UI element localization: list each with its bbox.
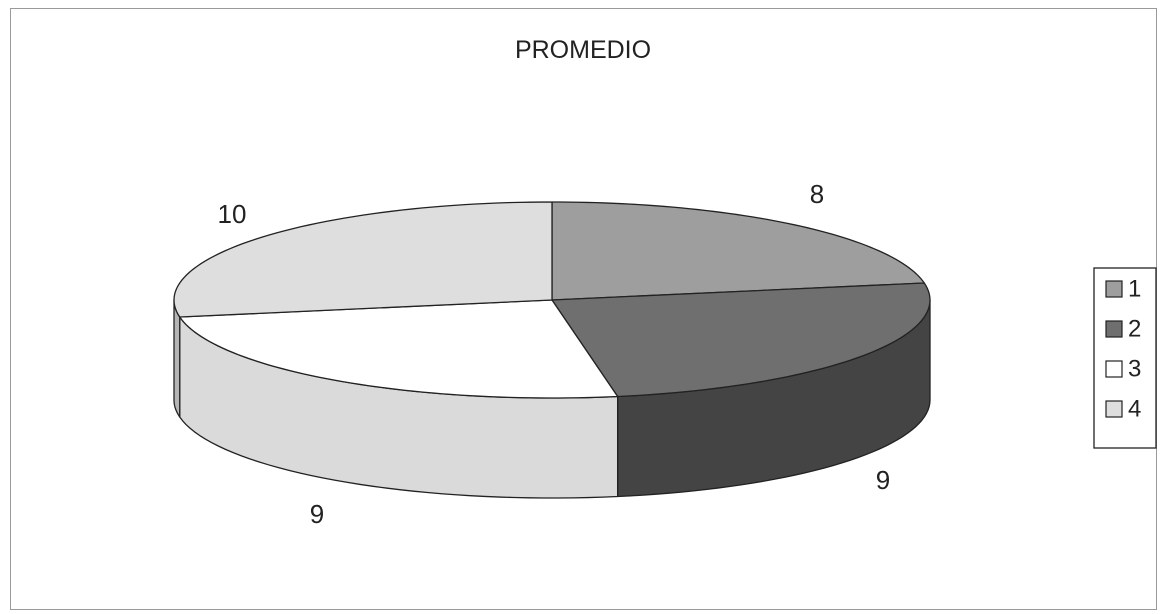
pie-slice-3 [179,299,619,399]
legend-label-2: 2 [1128,315,1141,342]
data-label-4: 10 [218,199,247,229]
chart-title: PROMEDIO [515,36,651,64]
legend-box [1093,267,1157,449]
legend-label-1: 1 [1128,275,1141,302]
pie-slice-1 [551,201,925,301]
data-label-1: 8 [810,179,824,209]
pie-slice-2 [551,282,931,398]
legend: 1 2 3 4 [1093,267,1157,449]
pie-tops [173,201,931,399]
data-label-3: 9 [310,499,324,529]
legend-swatch-2 [1105,320,1123,338]
legend-swatch-3 [1105,360,1123,378]
pie-side-4 [173,299,181,418]
data-labels: 8 9 9 10 [218,179,891,529]
legend-swatch-1 [1105,280,1123,298]
legend-swatch-4 [1105,400,1123,418]
legend-label-4: 4 [1128,395,1141,422]
data-label-2: 9 [876,465,890,495]
pie-slice-4 [173,201,553,318]
legend-label-3: 3 [1128,355,1141,382]
